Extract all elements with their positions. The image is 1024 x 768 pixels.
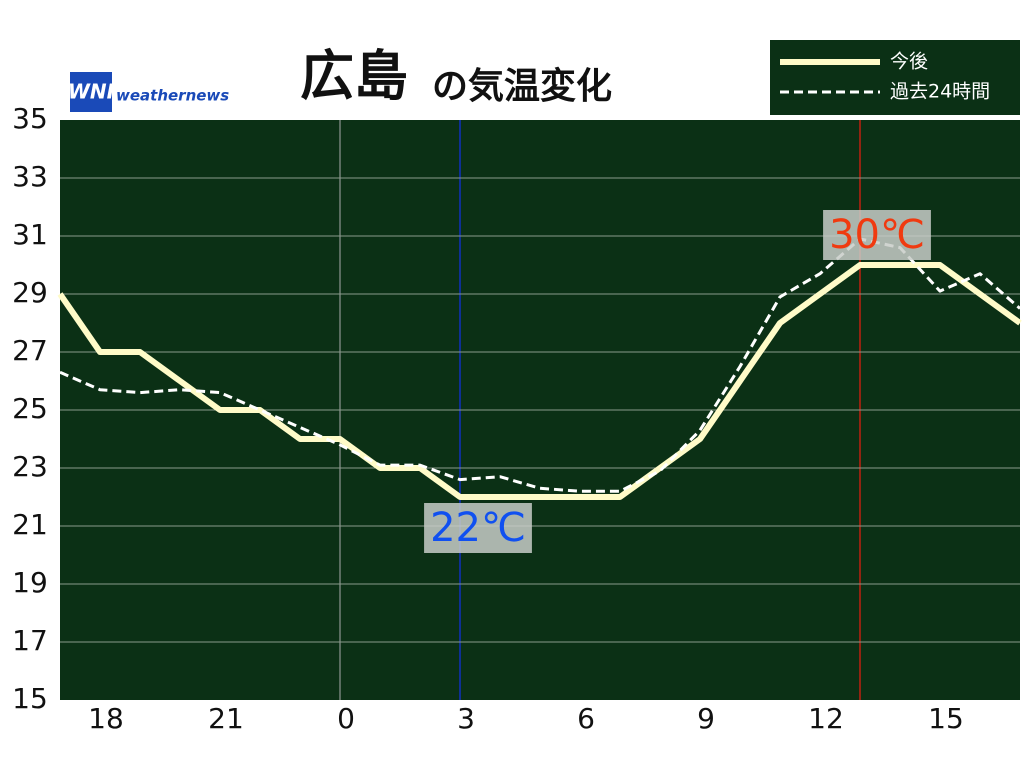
legend-label: 今後 — [890, 51, 928, 73]
y-tick-label: 35 — [12, 102, 48, 135]
annotation: 22℃ — [430, 505, 526, 551]
x-tick-label: 9 — [697, 702, 715, 735]
x-tick-label: 18 — [88, 702, 124, 735]
x-tick-label: 6 — [577, 702, 595, 735]
y-tick-label: 29 — [12, 276, 48, 309]
legend-label: 過去24時間 — [890, 81, 990, 103]
x-tick-label: 21 — [208, 702, 244, 735]
annotation-box — [424, 503, 532, 553]
x-tick-label: 0 — [337, 702, 355, 735]
y-tick-label: 21 — [12, 508, 48, 541]
y-tick-label: 27 — [12, 334, 48, 367]
x-tick-label: 15 — [928, 702, 964, 735]
annotation: 30℃ — [829, 212, 925, 258]
logo-mark: WNI — [68, 80, 115, 104]
logo-box — [70, 72, 112, 112]
y-tick-label: 19 — [12, 566, 48, 599]
chart-subtitle: の気温変化 — [432, 65, 612, 107]
y-tick-label: 33 — [12, 160, 48, 193]
y-tick-label: 31 — [12, 218, 48, 251]
y-tick-label: 25 — [12, 392, 48, 425]
chart-title: 広島 — [300, 45, 408, 108]
annotation-box — [823, 210, 931, 260]
x-tick-label: 12 — [808, 702, 844, 735]
legend-box — [770, 40, 1020, 115]
x-tick-label: 3 — [457, 702, 475, 735]
logo-text: weathernews — [116, 87, 229, 105]
y-tick-label: 17 — [12, 624, 48, 657]
y-tick-label: 15 — [12, 682, 48, 715]
y-tick-label: 23 — [12, 450, 48, 483]
series-line — [57, 262, 1022, 500]
